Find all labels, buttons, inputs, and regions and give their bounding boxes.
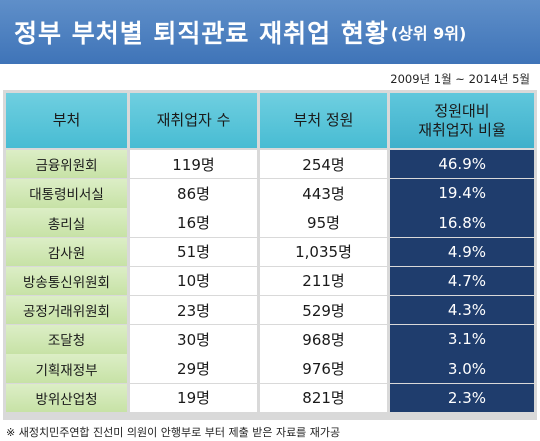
rate-cell: 4.7%: [390, 266, 534, 296]
header-text-line: 재취업자 수: [156, 111, 231, 129]
reemployed-count-cell: 86명: [130, 179, 257, 208]
rate-cell: 19.4%: [390, 179, 534, 208]
department-cell: 대통령비서실: [6, 179, 127, 208]
reemployed-count-cell: 10명: [130, 266, 257, 296]
department-cell: 감사원: [6, 237, 127, 266]
chart-subtitle: (상위 9위): [390, 24, 467, 43]
header-reemployed-count: 재취업자 수: [130, 93, 257, 148]
footnote: ※ 새정치민주연합 진선미 의원이 안행부로 부터 제출 받은 자료를 재가공: [6, 426, 341, 439]
rate-cell: 4.9%: [390, 237, 534, 266]
department-cell: 총리실: [6, 208, 127, 237]
header-department: 부처: [6, 93, 127, 148]
header-text-line: 정원대비: [434, 101, 490, 120]
quota-cell: 211명: [260, 266, 387, 296]
department-cell: 방위산업청: [6, 383, 127, 412]
department-cell: 공정거래위원회: [6, 296, 127, 325]
chart-title: 정부 부처별 퇴직관료 재취업 현황: [14, 19, 389, 48]
quota-cell: 1,035명: [260, 237, 387, 266]
rate-cell: 16.8%: [390, 208, 534, 237]
department-cell: 조달청: [6, 325, 127, 354]
rate-cell: 3.1%: [390, 325, 534, 354]
rate-cell: 46.9%: [390, 150, 534, 179]
rate-cell: 3.0%: [390, 354, 534, 383]
header-text-line: 부처: [52, 111, 81, 129]
reemployed-count-cell: 51명: [130, 237, 257, 266]
title-bar: 정부 부처별 퇴직관료 재취업 현황 (상위 9위): [0, 0, 540, 64]
reemployed-count-cell: 29명: [130, 354, 257, 383]
department-cell: 기획재정부: [6, 354, 127, 383]
reemployed-count-cell: 16명: [130, 208, 257, 237]
quota-cell: 529명: [260, 296, 387, 325]
reemployed-count-cell: 19명: [130, 383, 257, 412]
rate-cell: 2.3%: [390, 383, 534, 412]
reemployed-count-cell: 23명: [130, 296, 257, 325]
quota-cell: 968명: [260, 325, 387, 354]
reemployed-count-cell: 30명: [130, 325, 257, 354]
quota-cell: 443명: [260, 179, 387, 208]
period-label: 2009년 1월 ~ 2014년 5월: [390, 72, 530, 86]
quota-cell: 976명: [260, 354, 387, 383]
rate-cell: 4.3%: [390, 296, 534, 325]
header-text-line: 부처 정원: [293, 111, 354, 129]
department-cell: 금융위원회: [6, 150, 127, 179]
department-cell: 방송통신위원회: [6, 266, 127, 296]
header-reemployment-rate: 정원대비 재취업자 비율: [390, 93, 534, 148]
quota-cell: 95명: [260, 208, 387, 237]
header-department-quota: 부처 정원: [260, 93, 387, 148]
reemployed-count-cell: 119명: [130, 150, 257, 179]
header-text-line: 재취업자 비율: [418, 120, 506, 139]
quota-cell: 821명: [260, 383, 387, 412]
quota-cell: 254명: [260, 150, 387, 179]
